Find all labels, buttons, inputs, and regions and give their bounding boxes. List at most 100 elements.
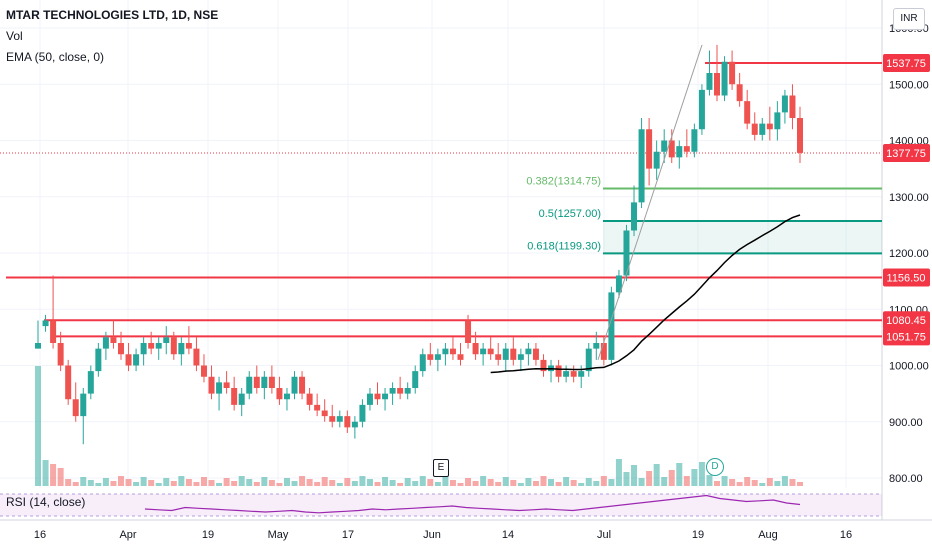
candle-body	[374, 393, 381, 400]
volume-bar	[449, 480, 456, 486]
volume-bar	[404, 478, 411, 486]
level-tags: 1537.75 1156.50 1080.45 1051.75 1377.75	[883, 54, 930, 346]
candle-body	[570, 371, 577, 377]
volume-bar	[744, 477, 751, 486]
x-tick-label: May	[268, 529, 289, 541]
volume-bar	[510, 480, 517, 486]
volume-bar	[253, 482, 260, 486]
volume-bar	[797, 482, 803, 486]
candle-body	[223, 382, 230, 388]
volume-bar	[223, 478, 230, 486]
candle-body	[668, 140, 675, 158]
volume-bar	[480, 476, 487, 486]
candle-body	[321, 410, 328, 417]
volume-bar	[465, 478, 472, 486]
volume-bar	[540, 476, 547, 486]
volume-bar	[698, 462, 705, 486]
volume-bar	[585, 478, 592, 486]
rsi-line	[144, 494, 801, 514]
candle-body	[57, 343, 64, 366]
candle-body	[170, 337, 177, 355]
volume-bar	[525, 478, 532, 486]
candle-body	[65, 365, 72, 400]
candle-body	[231, 388, 238, 405]
volume-bar	[759, 483, 766, 486]
candle-body	[623, 230, 630, 276]
candle-body	[517, 354, 524, 360]
level-tag-label: 1051.75	[886, 331, 926, 343]
candle-body	[291, 376, 298, 394]
candle-body	[585, 348, 592, 372]
candle-body	[35, 343, 41, 349]
volume-bar	[570, 480, 577, 486]
candle-body	[759, 123, 766, 135]
volume-bar	[155, 483, 162, 486]
volume-bar	[321, 477, 328, 486]
volume-bar	[366, 479, 373, 486]
volume-bar	[185, 479, 192, 486]
x-tick-label: 17	[342, 529, 354, 541]
volume-bar	[133, 482, 140, 486]
volume-bar	[495, 482, 502, 486]
volume-bar	[382, 477, 389, 486]
candle-body	[382, 393, 389, 400]
volume-bar	[623, 472, 630, 486]
candle-body	[600, 343, 607, 360]
candle-body	[306, 393, 313, 405]
volume-bar	[231, 481, 238, 486]
candle-body	[72, 399, 79, 417]
ema-legend[interactable]: EMA (50, close, 0)	[6, 50, 105, 64]
volume-bar	[427, 479, 434, 486]
candle-body	[691, 129, 698, 152]
volume-bar	[351, 481, 358, 486]
candle-body	[200, 365, 207, 377]
candle-body	[442, 348, 449, 355]
volume-bar	[102, 478, 109, 486]
volume-bars	[35, 366, 803, 486]
candle-body	[449, 348, 456, 355]
candle-body	[774, 112, 781, 130]
volume-bar	[276, 483, 283, 486]
candle-body	[714, 73, 721, 96]
x-tick-label: 16	[34, 529, 46, 541]
candle-body	[87, 371, 94, 394]
candle-body	[631, 202, 638, 231]
chart-grid	[0, 0, 932, 521]
candle-body	[698, 89, 705, 130]
candle-body	[661, 140, 668, 152]
volume-bar	[148, 480, 155, 486]
candle-body	[246, 376, 253, 394]
horizontal-levels	[0, 62, 882, 338]
volume-bar	[578, 483, 585, 486]
volume-bar	[668, 470, 675, 486]
candle-body	[178, 343, 185, 355]
candle-body	[510, 348, 517, 360]
volume-legend[interactable]: Vol	[6, 29, 23, 43]
candle-body	[238, 393, 245, 405]
candle-body	[125, 354, 132, 366]
volume-bar	[329, 480, 336, 486]
candle-body	[555, 365, 562, 377]
volume-bar	[653, 464, 660, 486]
volume-bar	[291, 481, 298, 486]
volume-bar	[208, 480, 215, 486]
volume-bar	[555, 482, 562, 486]
candle-body	[646, 129, 653, 169]
y-tick-label: 800.00	[889, 473, 923, 485]
volume-bar	[314, 482, 321, 486]
candle-body	[253, 376, 260, 388]
candle-body	[216, 382, 223, 394]
volume-bar	[676, 463, 683, 486]
currency-button[interactable]: INR	[893, 8, 925, 30]
volume-bar	[299, 476, 306, 486]
earnings-marker[interactable]: E	[433, 459, 449, 477]
rsi-legend[interactable]: RSI (14, close)	[6, 495, 86, 509]
dividend-marker[interactable]: D	[706, 458, 724, 476]
candle-body	[593, 343, 600, 349]
volume-bar	[57, 468, 64, 486]
candle-body	[336, 416, 343, 422]
volume-bar	[117, 476, 124, 486]
candle-body	[261, 376, 268, 388]
level-tag	[883, 54, 930, 73]
